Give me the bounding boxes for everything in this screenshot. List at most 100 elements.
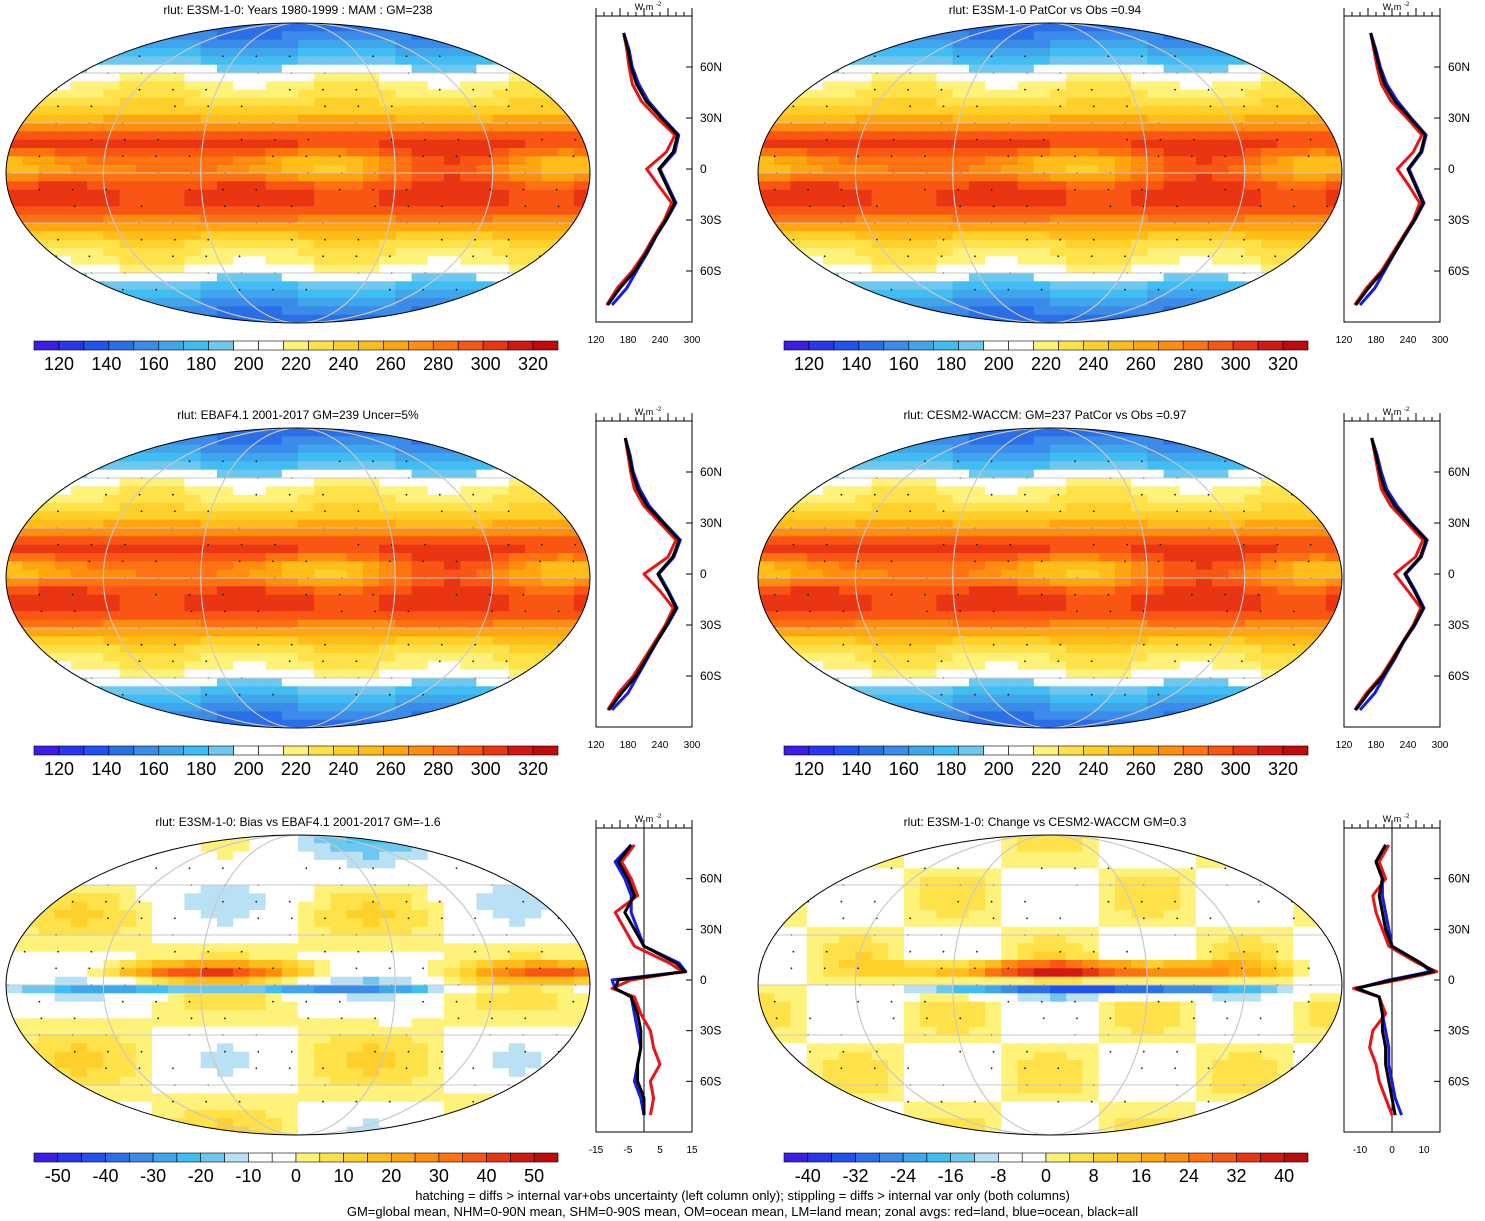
colorbar-box (248, 1152, 273, 1163)
colorbar-label: 240 (1078, 759, 1108, 779)
colorbar-label: 8 (1089, 1166, 1099, 1186)
colorbar-box (1021, 1152, 1047, 1163)
colorbar-label: 300 (1221, 759, 1251, 779)
colorbar-label: 160 (889, 759, 919, 779)
colorbar-label: 200 (234, 354, 264, 374)
profile-ytick: 60N (1448, 60, 1470, 74)
colorbar-box (457, 340, 484, 351)
colorbar-label: 320 (518, 759, 548, 779)
colorbar-box (83, 745, 110, 756)
colorbar-box (258, 745, 284, 756)
profile-line-all (1355, 844, 1436, 1116)
colorbar-label: 200 (984, 759, 1014, 779)
colorbar-box (879, 1152, 904, 1163)
colorbar-box (133, 745, 160, 756)
colorbar-box (283, 745, 309, 756)
profile-ytick: 30N (1448, 922, 1470, 936)
colorbar-box (390, 1152, 416, 1163)
map-field (6, 835, 590, 1135)
profile-xtick: -10 (1353, 1145, 1368, 1156)
zonal-profile: W m -2 120 180 240 300 60N 30N 0 30S 60S (588, 2, 722, 346)
colorbar-box (407, 745, 434, 756)
colorbar-label: 260 (376, 354, 406, 374)
colorbar-box (432, 745, 459, 756)
colorbar-box (1257, 745, 1284, 756)
profile-xtick: 15 (686, 1145, 698, 1156)
profile-ytick: 30N (1448, 111, 1470, 125)
profile-ytick: 30S (700, 213, 721, 227)
profile-xtick: 10 (1418, 1145, 1430, 1156)
colorbar-box (1108, 745, 1134, 756)
profile-xtick: 300 (684, 740, 701, 751)
colorbar-box (208, 340, 234, 351)
colorbar-box (308, 340, 334, 351)
profile-xtick: 120 (588, 335, 605, 346)
colorbar-label: 220 (1031, 759, 1061, 779)
profile-xtick: 180 (620, 335, 637, 346)
colorbar-label: 260 (376, 759, 406, 779)
colorbar-box (308, 745, 334, 756)
profile-units: W m (635, 2, 654, 12)
colorbar-box (271, 1152, 297, 1163)
map-field (6, 23, 590, 323)
colorbar-box (532, 340, 559, 351)
colorbar-box (108, 745, 135, 756)
colorbar-box (233, 340, 259, 351)
panel-ebaf: rlut: EBAF4.1 2001-2017 GM=239 Uncer=5% … (0, 405, 742, 805)
colorbar-box (1164, 1152, 1190, 1163)
profile-xtick: 180 (1368, 740, 1385, 751)
colorbar-box (858, 745, 885, 756)
map-plot: 120 140 160 180 200 220 240 260 280 300 320 W m -2 12… (5, 407, 722, 779)
colorbar-box (83, 340, 110, 351)
map-plot: -40 -32 -24 -16 -8 0 8 16 24 32 40 W m -2 -10 0 10 60N 30… (757, 814, 1470, 1186)
profile-xtick: -15 (589, 1145, 604, 1156)
colorbar-box (158, 745, 185, 756)
colorbar-label: 120 (794, 354, 824, 374)
colorbar-label: 0 (1041, 1166, 1051, 1186)
profile-ytick: 30S (700, 618, 721, 632)
colorbar: -50 -40 -30 -20 -10 0 10 20 30 40 50 (33, 1152, 559, 1186)
colorbar-box (200, 1152, 225, 1163)
colorbar-label: 140 (91, 354, 121, 374)
colorbar-box (533, 1152, 559, 1163)
colorbar-box (33, 340, 60, 351)
colorbar-box (1283, 1152, 1309, 1163)
colorbar-box (57, 1152, 82, 1163)
colorbar-box (507, 340, 534, 351)
profile-xtick: 240 (652, 740, 669, 751)
colorbar-box (1132, 745, 1159, 756)
profile-units: W m (635, 407, 654, 417)
colorbar-box (432, 340, 459, 351)
profile-line-land (605, 32, 677, 306)
profile-ytick: 30S (700, 1024, 721, 1038)
profile-ytick: 0 (700, 567, 707, 581)
profile-ytick: 0 (1448, 162, 1455, 176)
profile-xtick: 240 (1400, 740, 1417, 751)
colorbar-box (833, 745, 860, 756)
colorbar-label: 140 (841, 759, 871, 779)
profile-xtick: 240 (1400, 335, 1417, 346)
colorbar-box (486, 1152, 511, 1163)
colorbar-box (33, 745, 60, 756)
colorbar-box (208, 745, 234, 756)
profile-units: W m (1383, 407, 1402, 417)
map-border (5, 834, 591, 1136)
colorbar-label: 20 (381, 1166, 401, 1186)
colorbar-box (1093, 1152, 1118, 1163)
colorbar-label: 200 (234, 759, 264, 779)
colorbar-box (33, 1152, 59, 1163)
colorbar-box (283, 340, 309, 351)
profile-units-sup: -2 (656, 814, 662, 820)
colorbar-box (831, 1152, 856, 1163)
colorbar-box (382, 340, 409, 351)
colorbar-label: 220 (281, 354, 311, 374)
colorbar-box (933, 745, 959, 756)
colorbar-label: 140 (91, 759, 121, 779)
colorbar-box (224, 1152, 249, 1163)
colorbar-box (1236, 1152, 1261, 1163)
colorbar-label: -24 (890, 1166, 916, 1186)
profile-xtick: 180 (1368, 335, 1385, 346)
colorbar-box (958, 745, 984, 756)
colorbar-box (152, 1152, 178, 1163)
colorbar-box (1157, 340, 1184, 351)
